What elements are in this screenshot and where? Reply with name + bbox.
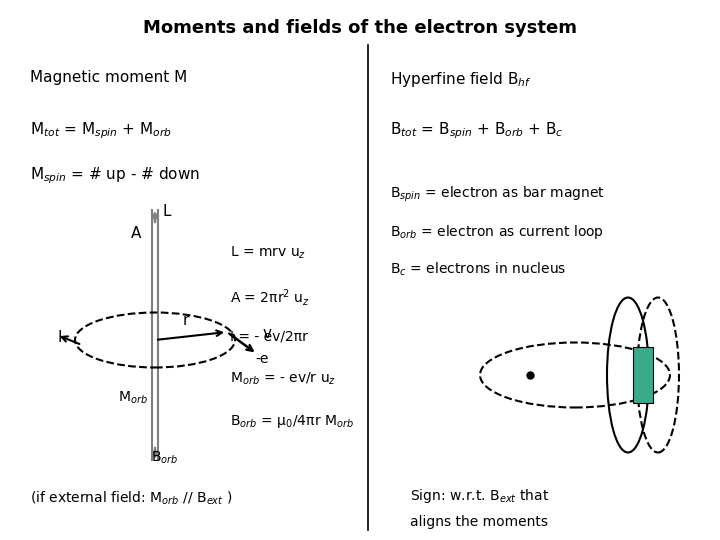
Text: B$_{spin}$ = electron as bar magnet: B$_{spin}$ = electron as bar magnet [390, 185, 605, 204]
Text: Magnetic moment M: Magnetic moment M [30, 70, 187, 85]
Text: -e: -e [255, 352, 269, 366]
Text: B$_{c}$ = electrons in nucleus: B$_{c}$ = electrons in nucleus [390, 261, 567, 279]
Text: M$_{orb}$ = - ev/r u$_{z}$: M$_{orb}$ = - ev/r u$_{z}$ [230, 371, 336, 387]
Text: B$_{orb}$ = electron as current loop: B$_{orb}$ = electron as current loop [390, 223, 604, 241]
Text: I: I [58, 329, 62, 345]
Text: A = 2πr$^{2}$ u$_{z}$: A = 2πr$^{2}$ u$_{z}$ [230, 287, 310, 308]
Text: A: A [130, 226, 141, 240]
Text: B$_{orb}$: B$_{orb}$ [151, 450, 179, 467]
Text: L = mrv u$_{z}$: L = mrv u$_{z}$ [230, 245, 306, 261]
Bar [633, 347, 653, 403]
Text: r: r [183, 313, 189, 328]
Text: L: L [163, 205, 171, 219]
Text: aligns the moments: aligns the moments [410, 515, 548, 529]
Text: M$_{orb}$: M$_{orb}$ [118, 390, 148, 407]
Text: (if external field: M$_{orb}$ // B$_{ext}$ ): (if external field: M$_{orb}$ // B$_{ext… [30, 490, 233, 508]
Text: Hyperfine field B$_{hf}$: Hyperfine field B$_{hf}$ [390, 70, 531, 89]
Text: I = - ev/2πr: I = - ev/2πr [230, 329, 308, 343]
Text: Sign: w.r.t. B$_{ext}$ that: Sign: w.r.t. B$_{ext}$ that [410, 487, 549, 505]
Text: B$_{tot}$ = B$_{spin}$ + B$_{orb}$ + B$_{c}$: B$_{tot}$ = B$_{spin}$ + B$_{orb}$ + B$_… [390, 120, 564, 140]
Text: M$_{spin}$ = # up - # down: M$_{spin}$ = # up - # down [30, 165, 200, 186]
Text: Moments and fields of the electron system: Moments and fields of the electron syste… [143, 19, 577, 37]
Text: v: v [263, 327, 272, 341]
Text: B$_{orb}$ = μ$_{0}$/4πr M$_{orb}$: B$_{orb}$ = μ$_{0}$/4πr M$_{orb}$ [230, 413, 354, 430]
Text: M$_{tot}$ = M$_{spin}$ + M$_{orb}$: M$_{tot}$ = M$_{spin}$ + M$_{orb}$ [30, 120, 172, 140]
